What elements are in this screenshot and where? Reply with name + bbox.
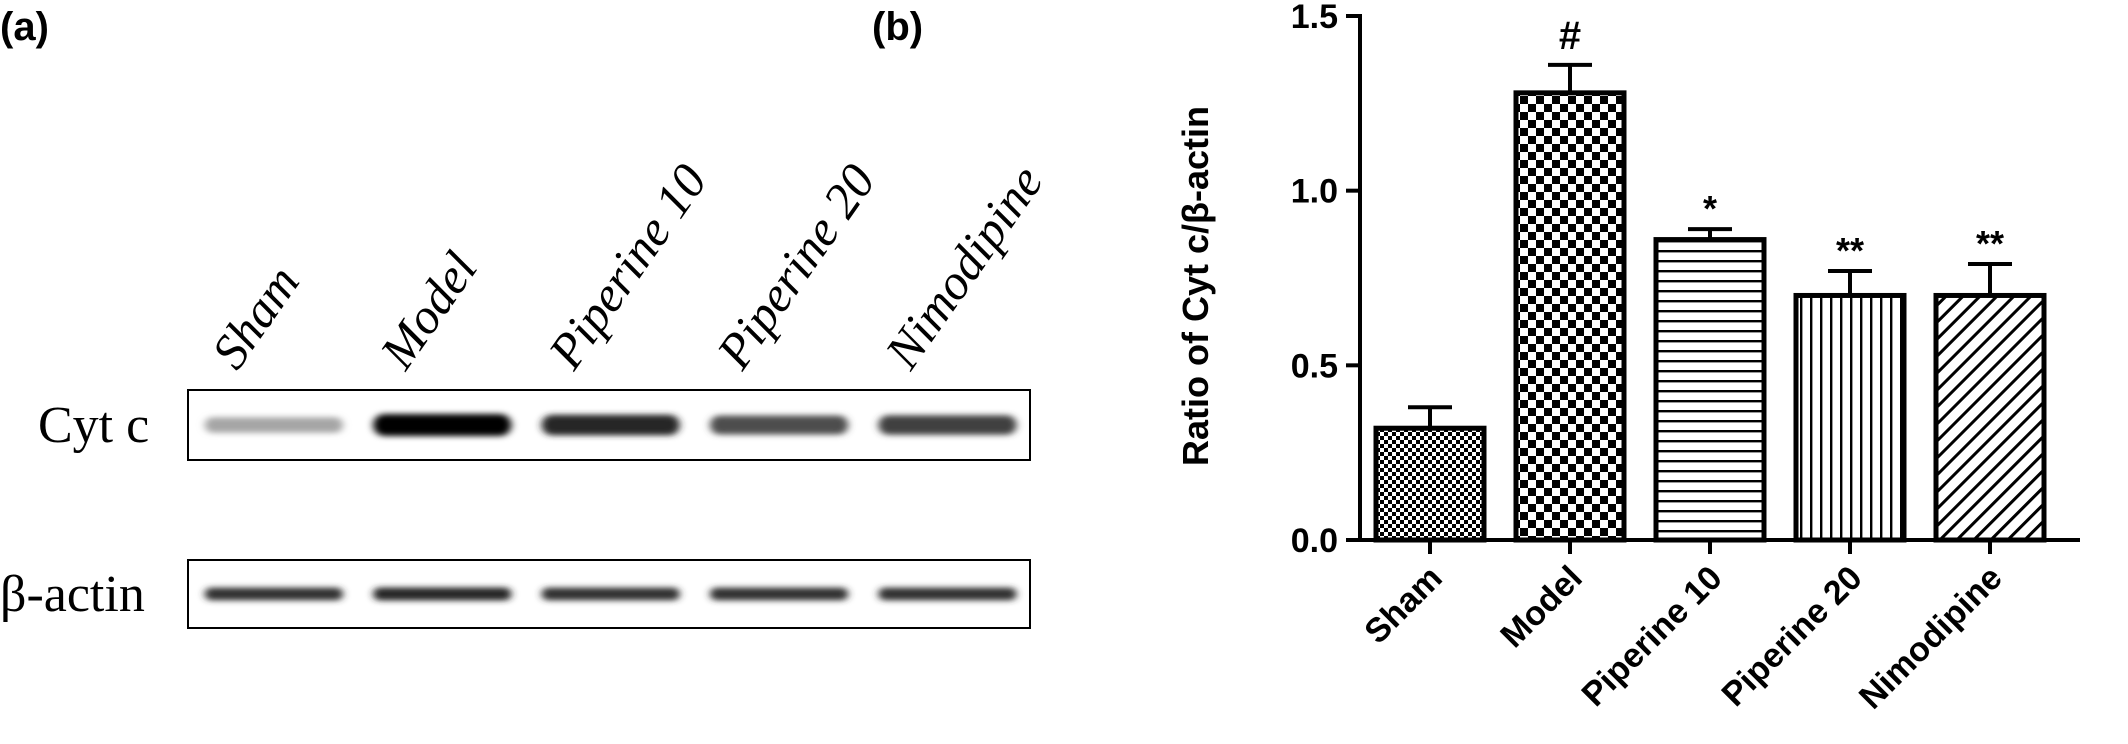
y-tick-label: 1.0 — [1291, 173, 1338, 211]
panel-b-label: (b) — [872, 5, 923, 49]
bar — [1373, 425, 1487, 543]
lane-label: Piperine 20 — [705, 154, 886, 379]
y-tick-label: 0.0 — [1291, 522, 1338, 560]
blot-band — [541, 587, 680, 601]
bar — [1653, 237, 1767, 543]
bar-chart: 0.0 0.5 1.0 1.5 Ratio of Cyt c/β-actin Sham # M… — [1175, 0, 2080, 717]
panel-a-label: (a) — [0, 5, 49, 49]
blot-band — [204, 417, 343, 433]
lane-label: Model — [368, 242, 488, 380]
lane-label: Nimodipine — [873, 155, 1053, 379]
category-label: Nimodipine — [1852, 559, 2010, 717]
blot-band — [878, 587, 1017, 601]
category-label: Model — [1493, 559, 1589, 655]
blot-row: β-actin — [0, 559, 1031, 629]
blot-band — [541, 414, 680, 436]
significance-label: * — [1703, 188, 1717, 229]
blot-row-label: Cyt c — [38, 397, 149, 454]
blot-band — [710, 415, 849, 435]
bar — [1513, 90, 1627, 543]
lane-label: Sham — [200, 255, 310, 378]
blot-band — [710, 587, 849, 601]
bar — [1793, 292, 1907, 543]
y-tick-label: 1.5 — [1291, 0, 1338, 36]
blot-band — [373, 414, 512, 436]
category-label: Sham — [1357, 559, 1449, 651]
lane-label: Piperine 10 — [537, 154, 718, 379]
significance-label: ** — [1976, 223, 2004, 264]
category-label: Piperine 20 — [1715, 559, 1870, 714]
bar — [1933, 292, 2047, 543]
blot-band — [204, 587, 343, 601]
blot-row-label: β-actin — [0, 566, 145, 623]
blot-band — [878, 415, 1017, 435]
significance-label: # — [1559, 14, 1581, 58]
blot-rows: Cyt c β-actin — [0, 389, 1031, 629]
blot-band — [373, 587, 512, 601]
category-label: Piperine 10 — [1575, 559, 1730, 714]
y-axis-title: Ratio of Cyt c/β-actin — [1175, 106, 1216, 466]
y-tick-label: 0.5 — [1291, 347, 1338, 385]
panel-b: (b) 0.0 0.5 1.0 1.5 Ratio of Cyt c/β-actin Sh… — [872, 0, 2080, 717]
blot-row: Cyt c — [38, 389, 1031, 461]
significance-label: ** — [1836, 230, 1864, 271]
